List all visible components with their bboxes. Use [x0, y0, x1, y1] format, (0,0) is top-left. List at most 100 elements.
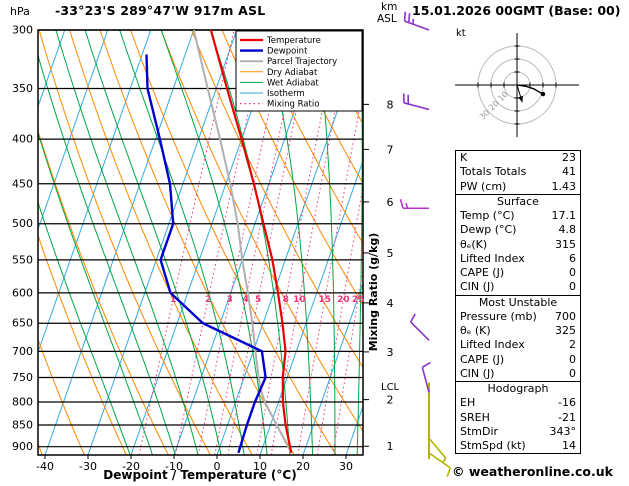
svg-text:30: 30	[339, 460, 353, 473]
table-row: PW (cm) 1.43	[456, 180, 580, 194]
svg-text:300: 300	[12, 24, 33, 37]
wind-barb	[399, 199, 429, 210]
mixing-ratio-labels: 1 2 3 4 5 8 10 15 20 25	[170, 295, 364, 305]
row-value: 343°	[549, 424, 577, 438]
row-label: CIN (J)	[460, 366, 495, 380]
lcl-label: LCL	[381, 382, 400, 393]
svg-text:8: 8	[283, 295, 289, 305]
svg-text:20: 20	[487, 99, 501, 113]
wind-barbs	[399, 11, 452, 477]
svg-text:500: 500	[12, 217, 33, 230]
pressure-gridlines: 300 350 400 450 500 550 600 650 700 750 800 850 900	[12, 24, 363, 453]
row-value: 17.1	[551, 209, 577, 222]
svg-text:-40: -40	[36, 460, 54, 473]
svg-text:600: 600	[12, 286, 33, 299]
plot-border	[37, 29, 364, 456]
profile-curves	[145, 30, 293, 454]
temperature-curve	[209, 30, 293, 454]
svg-text:Dewpoint: Dewpoint	[267, 47, 308, 57]
table-row: Pressure (mb) 700	[456, 310, 580, 324]
table-section-header: Most Unstable	[456, 294, 580, 310]
indices-table: K 23 Totals Totals 41 PW (cm) 1.43 Surface Temp…	[455, 150, 581, 455]
asl-unit-label: ASL	[377, 13, 397, 25]
svg-text:800: 800	[12, 395, 33, 408]
table-section-header: Hodograph	[456, 381, 580, 396]
copyright: © weatheronline.co.uk	[452, 464, 613, 479]
km-axis: 8 7 6 5 4 3 2 1	[363, 98, 394, 453]
svg-text:1: 1	[387, 440, 394, 453]
table-row: Totals Totals 41	[456, 165, 580, 179]
svg-text:20: 20	[296, 460, 310, 473]
svg-text:350: 350	[12, 82, 33, 95]
row-value: 325	[555, 324, 576, 337]
svg-text:Wet Adiabat: Wet Adiabat	[267, 78, 319, 88]
svg-text:10: 10	[253, 460, 267, 473]
row-label: PW (cm)	[460, 179, 507, 193]
station-title: -33°23'S 289°47'W 917m ASL	[55, 3, 266, 18]
svg-text:-10: -10	[165, 460, 183, 473]
km-unit-label: km	[381, 1, 398, 13]
row-label: θₑ(K)	[460, 237, 488, 251]
svg-text:20: 20	[337, 295, 350, 305]
svg-text:15: 15	[318, 295, 331, 305]
row-label: CIN (J)	[460, 280, 495, 294]
table-row: θₑ(K) 315	[456, 238, 580, 252]
svg-text:2: 2	[205, 295, 211, 305]
row-label: Lifted Index	[460, 251, 525, 265]
wind-barb	[428, 452, 452, 477]
svg-text:450: 450	[12, 177, 33, 190]
svg-text:3: 3	[227, 295, 233, 305]
wind-barb	[403, 93, 430, 111]
row-value: 315	[555, 237, 576, 251]
row-label: SREH	[460, 410, 490, 424]
table-row: CAPE (J) 0	[456, 353, 580, 367]
temperature-axis: -40 -30 -20 -10 0 10 20 30	[36, 455, 353, 473]
row-label: Dewp (°C)	[460, 223, 517, 237]
right-axis-label: Mixing Ratio (g/kg)	[367, 233, 380, 352]
svg-text:850: 850	[12, 418, 33, 431]
row-label: Totals Totals	[460, 165, 527, 179]
row-label: Pressure (mb)	[460, 309, 537, 323]
wind-barb	[421, 361, 431, 393]
svg-text:5: 5	[255, 295, 261, 305]
svg-text:750: 750	[12, 371, 33, 384]
hodograph-unit-label: kt	[456, 28, 466, 39]
svg-text:Mixing Ratio: Mixing Ratio	[267, 100, 319, 110]
svg-text:-20: -20	[122, 460, 140, 473]
table-row: StmSpd (kt) 14	[456, 439, 580, 453]
table-row: StmDir 343°	[456, 425, 580, 439]
svg-text:30: 30	[478, 108, 492, 122]
row-value: 0	[569, 352, 576, 366]
row-value: -16	[558, 396, 576, 410]
svg-text:700: 700	[12, 345, 33, 358]
row-label: K	[460, 151, 468, 164]
svg-text:-30: -30	[79, 460, 97, 473]
table-row: Dewp (°C) 4.8	[456, 223, 580, 237]
row-value: 23	[562, 151, 576, 164]
table-row: Lifted Index 2	[456, 338, 580, 352]
svg-text:2: 2	[387, 394, 394, 407]
svg-text:7: 7	[387, 143, 394, 156]
row-value: 1.43	[551, 179, 577, 193]
svg-text:4: 4	[242, 295, 248, 305]
svg-text:5: 5	[387, 247, 394, 260]
wind-barb	[409, 313, 430, 341]
row-label: StmSpd (kt)	[460, 439, 526, 452]
svg-text:25: 25	[352, 295, 365, 305]
svg-text:Parcel Trajectory: Parcel Trajectory	[267, 57, 337, 67]
table-row: CIN (J) 0	[456, 280, 580, 294]
row-label: Lifted Index	[460, 338, 525, 352]
svg-text:1: 1	[170, 295, 176, 305]
svg-text:6: 6	[387, 196, 394, 209]
table-row: Temp (°C) 17.1	[456, 209, 580, 223]
wind-barb	[428, 437, 447, 463]
run-datetime: 15.01.2026 00GMT (Base: 00)	[412, 3, 621, 18]
svg-text:10: 10	[496, 90, 510, 104]
svg-text:550: 550	[12, 253, 33, 266]
svg-text:10: 10	[293, 295, 306, 305]
row-value: 0	[569, 366, 576, 380]
